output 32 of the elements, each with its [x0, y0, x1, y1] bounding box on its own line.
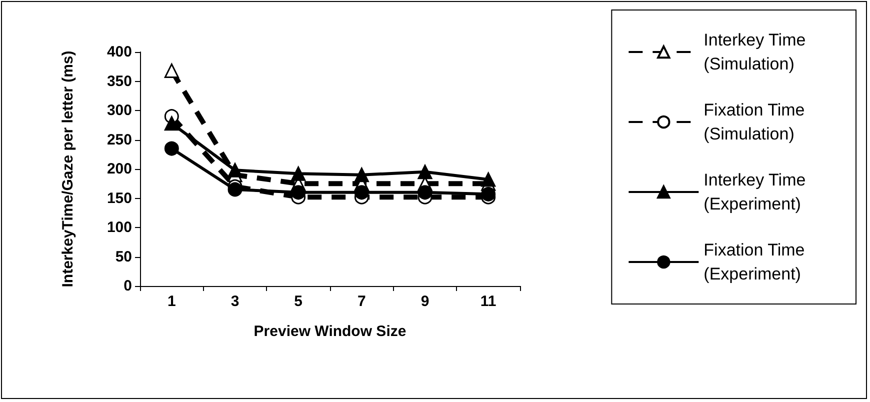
y-tick-label: 150 — [106, 190, 132, 207]
y-tick-label: 350 — [106, 72, 132, 90]
y-tick-label: 250 — [106, 131, 132, 148]
point — [291, 185, 306, 200]
point — [228, 182, 242, 197]
point — [354, 185, 369, 200]
x-tick-label: 7 — [357, 293, 366, 310]
point — [418, 164, 432, 180]
legend-label: Interkey Time (Simulation) — [704, 30, 806, 74]
y-tick-label: 200 — [106, 160, 132, 178]
point — [228, 162, 242, 178]
x-tick-label: 3 — [230, 293, 240, 310]
y-tick-label: 50 — [115, 248, 132, 266]
point — [164, 116, 179, 131]
point — [164, 141, 179, 156]
legend-label: Fixation Time (Simulation) — [704, 100, 805, 144]
x-tick-label: 5 — [294, 293, 303, 310]
point — [354, 168, 369, 182]
legend-label: Fixation Time (Experiment) — [704, 240, 805, 284]
y-tick-label: 0 — [124, 278, 132, 294]
y-tick-label: 100 — [106, 219, 132, 236]
y-tick-label: 300 — [106, 102, 132, 119]
x-tick-label: 11 — [480, 293, 496, 310]
legend-label: Interkey Time (Experiment) — [704, 170, 806, 214]
point — [164, 63, 179, 78]
point — [291, 166, 306, 181]
y-tick-label: 400 — [106, 44, 132, 60]
x-tick-label: 9 — [420, 293, 430, 310]
x-axis-title: Preview Window Size — [254, 323, 406, 340]
x-tick-label: 1 — [167, 293, 176, 310]
point — [418, 185, 432, 200]
y-axis-title: InterkeyTime/Gaze per letter (ms) — [60, 50, 76, 288]
